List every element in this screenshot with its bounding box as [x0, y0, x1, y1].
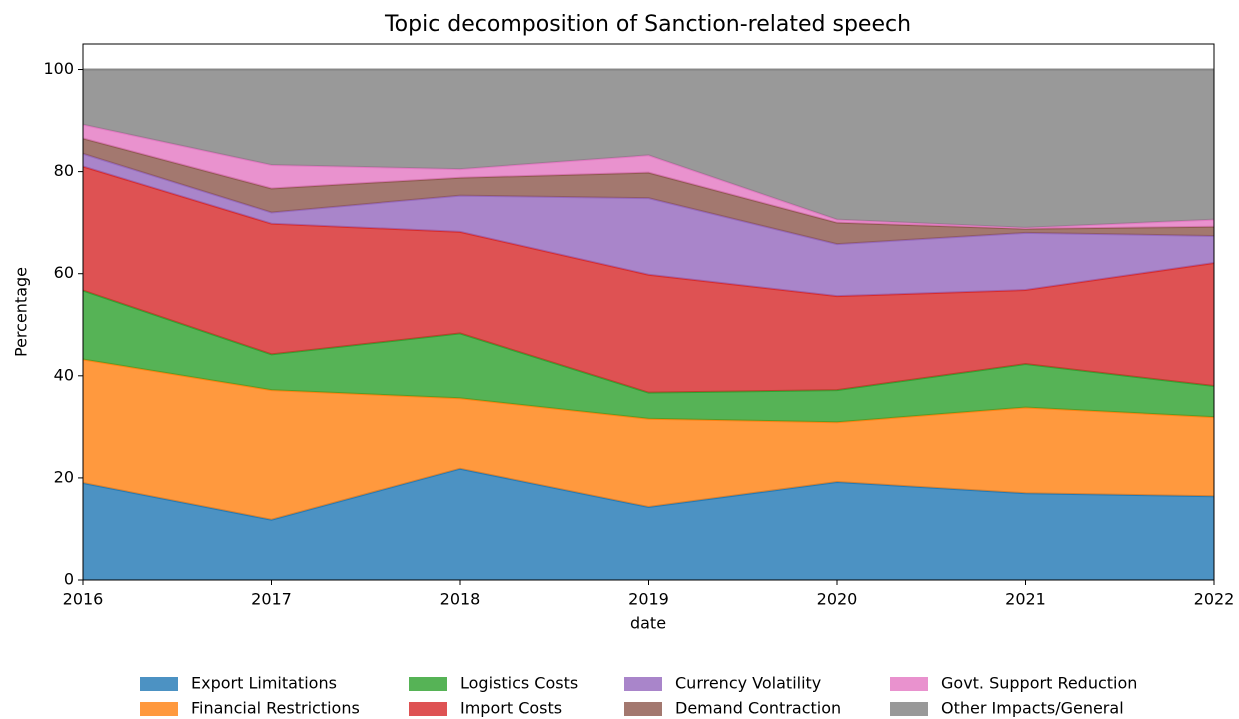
y-axis-label: Percentage — [12, 267, 31, 357]
legend-label: Import Costs — [460, 699, 562, 718]
x-tick-label: 2021 — [1005, 590, 1046, 609]
y-tick-label: 100 — [43, 59, 74, 78]
legend-swatch — [409, 702, 447, 716]
legend-swatch — [890, 702, 928, 716]
legend-swatch — [409, 677, 447, 691]
y-tick-label: 60 — [54, 263, 74, 282]
area — [83, 468, 1214, 580]
area — [83, 153, 1214, 297]
legend-label: Other Impacts/General — [941, 699, 1124, 718]
legend-swatch — [140, 702, 178, 716]
legend-label: Govt. Support Reduction — [941, 674, 1137, 693]
area — [83, 124, 1214, 229]
legend-swatch — [140, 677, 178, 691]
legend-swatch — [624, 677, 662, 691]
y-tick-label: 0 — [64, 570, 74, 589]
area — [83, 359, 1214, 520]
chart-title: Topic decomposition of Sanction-related … — [384, 12, 911, 37]
legend-label: Demand Contraction — [675, 699, 841, 718]
legend-label: Export Limitations — [191, 674, 337, 693]
y-tick-label: 40 — [54, 365, 74, 384]
y-tick-label: 20 — [54, 467, 74, 486]
y-tick-label: 80 — [54, 161, 74, 180]
x-tick-label: 2017 — [251, 590, 292, 609]
legend-swatch — [890, 677, 928, 691]
x-tick-label: 2016 — [63, 590, 104, 609]
area — [83, 69, 1214, 228]
x-axis-label: date — [630, 614, 666, 633]
area — [83, 290, 1214, 423]
legend-swatch — [624, 702, 662, 716]
area — [83, 166, 1214, 393]
legend-label: Financial Restrictions — [191, 699, 360, 718]
legend-label: Currency Volatility — [675, 674, 821, 693]
area — [83, 138, 1214, 245]
x-tick-label: 2020 — [817, 590, 858, 609]
x-tick-label: 2018 — [440, 590, 481, 609]
legend-label: Logistics Costs — [460, 674, 578, 693]
x-tick-label: 2022 — [1194, 590, 1235, 609]
x-tick-label: 2019 — [628, 590, 669, 609]
